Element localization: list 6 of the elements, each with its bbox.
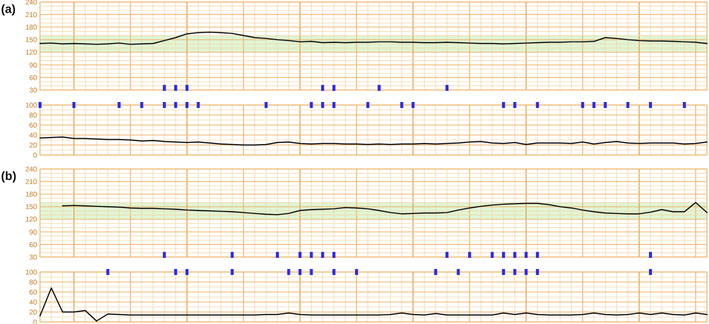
line-series [39, 287, 708, 322]
chart-title: (b) [1, 169, 16, 183]
chart-title: (a) [1, 2, 16, 16]
line-series [39, 136, 708, 146]
line-series [39, 32, 708, 45]
line-series [62, 202, 708, 216]
